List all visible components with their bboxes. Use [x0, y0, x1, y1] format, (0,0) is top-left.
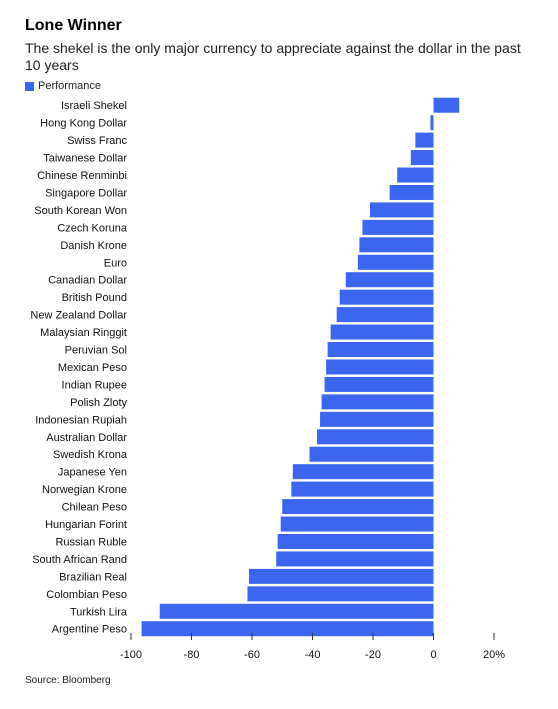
x-tick-label: -100: [120, 649, 142, 661]
category-label: Colombian Peso: [46, 589, 127, 601]
bar: [410, 150, 434, 166]
category-label: Chinese Renminbi: [37, 170, 127, 182]
category-label: Russian Ruble: [55, 536, 127, 548]
category-label: Indian Rupee: [62, 379, 127, 391]
category-label: Swiss Franc: [67, 135, 127, 147]
category-label: New Zealand Dollar: [30, 310, 127, 322]
bar: [159, 603, 434, 619]
bar: [369, 202, 434, 218]
bar: [397, 167, 434, 183]
x-tick-label: -80: [184, 649, 200, 661]
bar: [345, 272, 434, 288]
x-tick-label: -60: [244, 649, 260, 661]
category-label: Argentine Peso: [52, 624, 127, 636]
bar: [247, 586, 434, 602]
x-tick-label: 20%: [483, 649, 505, 661]
category-label: Indonesian Rupiah: [35, 414, 127, 426]
bar: [430, 115, 434, 131]
category-label: Taiwanese Dollar: [43, 153, 127, 165]
x-tick-label: -20: [365, 649, 381, 661]
bar: [141, 621, 434, 637]
category-label: Canadian Dollar: [48, 275, 127, 287]
bar: [324, 376, 434, 392]
category-label: Czech Koruna: [57, 222, 128, 234]
category-label: Norwegian Krone: [42, 484, 127, 496]
bar: [280, 516, 434, 532]
bar: [357, 254, 434, 270]
bar: [330, 324, 434, 340]
bar: [321, 394, 434, 410]
category-label: Danish Krone: [60, 240, 127, 252]
category-label: Malaysian Ringgit: [40, 327, 127, 339]
chart-subtitle: The shekel is the only major currency to…: [25, 40, 521, 73]
x-tick-label: -40: [305, 649, 321, 661]
source-note: Source: Bloomberg: [25, 675, 111, 686]
category-label: Polish Zloty: [70, 397, 127, 409]
bar: [282, 499, 434, 515]
category-label: Australian Dollar: [46, 432, 127, 444]
category-label: South African Rand: [32, 554, 127, 566]
category-label: Brazilian Real: [59, 571, 127, 583]
bar: [389, 184, 434, 200]
category-label: Turkish Lira: [70, 606, 128, 618]
category-label: Hungarian Forint: [45, 519, 127, 531]
bar: [327, 342, 434, 358]
bar: [362, 219, 434, 235]
category-label: Euro: [104, 257, 127, 269]
category-label: Swedish Krona: [53, 449, 128, 461]
legend-label: Performance: [38, 80, 101, 92]
bar: [292, 464, 434, 480]
category-label: South Korean Won: [34, 205, 127, 217]
legend-swatch: [25, 81, 34, 91]
bar: [291, 481, 434, 497]
category-label: Hong Kong Dollar: [40, 118, 127, 130]
category-label: Israeli Shekel: [61, 100, 127, 112]
bar: [326, 359, 434, 375]
category-label: Mexican Peso: [58, 362, 127, 374]
bar: [320, 411, 434, 427]
bar: [415, 132, 434, 148]
bar: [309, 446, 434, 462]
bar: [317, 429, 434, 445]
bar: [276, 551, 434, 567]
category-label: British Pound: [62, 292, 127, 304]
category-label: Peruvian Sol: [65, 345, 127, 357]
bar: [339, 289, 434, 305]
category-label: Chilean Peso: [62, 502, 127, 514]
bar: [359, 237, 434, 253]
category-label: Singapore Dollar: [45, 187, 127, 199]
category-label: Japanese Yen: [58, 467, 127, 479]
bar: [248, 568, 434, 584]
legend: Performance: [25, 80, 101, 92]
bar: [336, 307, 434, 323]
bar: [433, 97, 460, 113]
bar: [277, 533, 434, 549]
x-tick-label: 0: [430, 649, 436, 661]
chart-title: Lone Winner: [25, 17, 122, 34]
